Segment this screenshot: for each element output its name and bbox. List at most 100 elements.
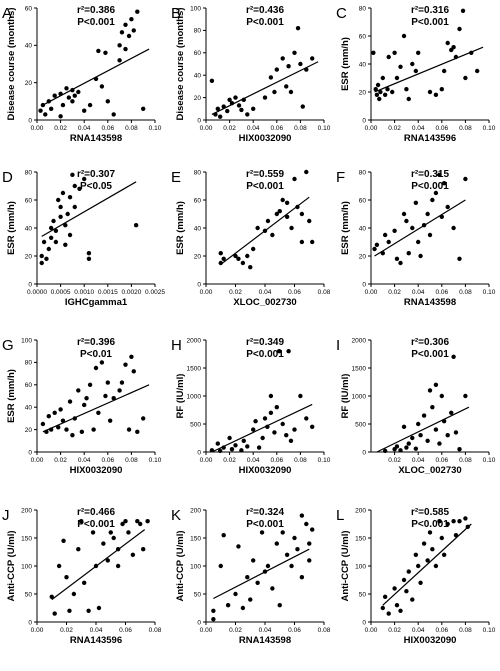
y-tick-label: 200 (355, 507, 366, 514)
data-point (64, 86, 69, 91)
data-point (277, 603, 282, 608)
y-tick-label: 20 (359, 89, 367, 96)
data-point (463, 176, 468, 182)
data-point (233, 591, 238, 597)
data-point (276, 349, 282, 354)
panel-g: G 0.00 0.02 0.04 0.06 0.08 0.10 0 20 40 60 80 100 HIX… (2, 337, 162, 476)
data-point (93, 563, 99, 569)
data-point (46, 413, 51, 419)
y-tick-label: 60 (25, 382, 33, 389)
data-point (280, 530, 285, 535)
data-point (380, 251, 385, 256)
data-point (265, 563, 271, 569)
y-tick-label: 150 (355, 535, 366, 542)
data-point (295, 25, 301, 31)
data-point (299, 575, 305, 580)
data-point (251, 558, 256, 563)
panel-b: B 0.00 0.02 0.04 0.06 0.08 0.10 0 20 40 60 80 100 HIX… (171, 5, 331, 144)
data-point (58, 114, 63, 119)
x-tick-label: 0.08 (294, 125, 307, 132)
data-point (382, 92, 388, 98)
data-point (111, 396, 116, 401)
data-point (304, 416, 309, 421)
y-tick-label: 500 (190, 421, 201, 428)
y-tick-label: 50 (25, 591, 33, 598)
data-point (217, 114, 223, 119)
p-value-label: P<0.001 (246, 519, 284, 530)
y-tick-label: 20 (25, 427, 33, 434)
x-tick-label: 0.10 (483, 627, 496, 634)
data-point (52, 410, 57, 415)
data-point (255, 580, 260, 585)
data-point (58, 91, 63, 97)
y-axis-label: Anti-CCP (U/ml) (340, 530, 351, 601)
x-tick-label: 0.02 (229, 627, 242, 634)
data-point (126, 33, 132, 39)
data-point (221, 533, 226, 538)
x-tick-label: 0.04 (412, 289, 425, 296)
data-point (79, 519, 84, 524)
data-point (425, 438, 430, 443)
p-value-label: P<0.001 (246, 17, 284, 28)
data-point (310, 56, 315, 61)
data-point (453, 533, 459, 538)
y-tick-label: 1000 (187, 393, 202, 400)
y-tick-label: 40 (25, 405, 33, 412)
data-point (394, 444, 400, 449)
data-point (227, 97, 232, 103)
x-tick-label: 0.08 (125, 457, 138, 464)
data-point (236, 544, 241, 549)
data-point (270, 232, 275, 238)
data-point (390, 89, 395, 95)
data-point (430, 547, 435, 552)
data-point (82, 108, 87, 113)
data-point (39, 260, 44, 266)
data-point (86, 251, 92, 256)
x-tick-label: 0.06 (119, 627, 132, 634)
data-point (413, 200, 419, 205)
data-point (292, 427, 297, 432)
y-tick-label: 0 (28, 117, 32, 124)
data-point (382, 594, 388, 599)
data-point (72, 183, 77, 189)
data-point (126, 530, 131, 535)
data-point (245, 112, 250, 117)
r-squared-label: r²=0.349 (246, 337, 285, 348)
x-tick-label: 0.06 (435, 289, 448, 296)
data-point (255, 225, 260, 231)
data-point (218, 260, 223, 266)
data-point (272, 430, 277, 435)
x-axis-label: XLOC_002730 (398, 465, 461, 476)
x-tick-label: 0.08 (125, 125, 138, 132)
data-point (101, 541, 106, 546)
data-point (284, 200, 290, 205)
data-point (93, 76, 99, 82)
data-point (457, 447, 462, 452)
y-tick-label: 80 (25, 360, 33, 367)
y-tick-label: 60 (194, 50, 202, 57)
data-point (398, 608, 403, 613)
data-point (218, 563, 223, 569)
data-point (227, 435, 232, 441)
x-tick-label: 0.06 (288, 289, 301, 296)
x-tick-label: 0.08 (149, 627, 162, 634)
data-point (48, 225, 54, 231)
data-point (457, 519, 462, 524)
data-point (404, 445, 409, 450)
r-squared-label: r²=0.559 (246, 169, 285, 180)
data-point (373, 87, 378, 92)
x-tick-label: 0.06 (288, 627, 301, 634)
data-point (380, 75, 385, 81)
y-axis-label: ESR (mm/h) (175, 201, 186, 255)
data-point (82, 176, 87, 182)
data-point (239, 448, 244, 453)
data-point (451, 45, 456, 50)
data-point (286, 64, 291, 69)
panel-k: K 0.00 0.02 0.04 0.06 0.08 0 50 100 150 200 RNA1435… (171, 507, 331, 646)
x-axis-label: RNA143598 (239, 635, 291, 646)
data-point (70, 87, 75, 93)
y-axis-label: ESR (mm/h) (6, 201, 17, 255)
x-tick-label: 0.06 (270, 125, 283, 132)
y-axis-label: Anti-CCP (U/ml) (175, 530, 186, 601)
data-point (58, 214, 63, 219)
